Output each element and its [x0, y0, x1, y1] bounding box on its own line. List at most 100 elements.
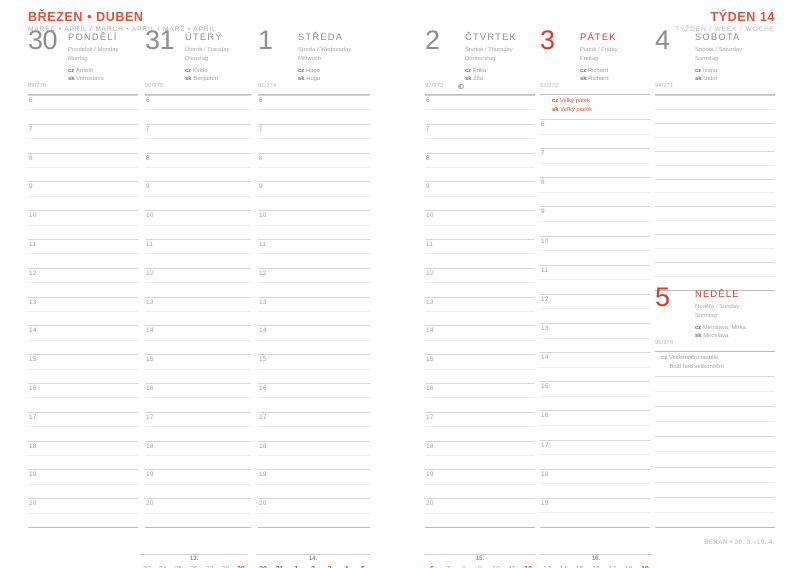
- mini-day[interactable]: 7: [441, 566, 455, 568]
- hour-row[interactable]: 17: [540, 439, 650, 469]
- hour-row[interactable]: 6: [145, 95, 251, 124]
- mini-day[interactable]: 4: [339, 566, 353, 568]
- hour-row[interactable]: [655, 406, 775, 436]
- hour-row[interactable]: [655, 178, 775, 207]
- mini-day[interactable]: 13: [540, 566, 554, 568]
- hour-row[interactable]: 7: [425, 123, 535, 153]
- hour-row[interactable]: 18: [28, 440, 138, 470]
- hour-row[interactable]: 17: [258, 411, 370, 441]
- hour-row[interactable]: 20: [145, 498, 251, 527]
- hour-row[interactable]: 8: [145, 152, 251, 182]
- hour-row[interactable]: 8: [425, 152, 535, 182]
- hour-row[interactable]: 20: [425, 498, 535, 527]
- hour-row[interactable]: 12: [425, 267, 535, 297]
- hour-row[interactable]: 16: [28, 382, 138, 412]
- hour-row[interactable]: 15: [28, 354, 138, 383]
- mini-day[interactable]: 11: [505, 566, 519, 568]
- hour-row[interactable]: 15: [258, 354, 370, 383]
- mini-day[interactable]: 28: [218, 566, 232, 568]
- hour-row[interactable]: 11: [425, 238, 535, 268]
- mini-day[interactable]: 23: [140, 566, 154, 568]
- hour-row[interactable]: 15: [425, 354, 535, 383]
- hour-row[interactable]: 17: [145, 411, 251, 441]
- hour-row[interactable]: [655, 496, 775, 527]
- hour-row[interactable]: 18: [258, 440, 370, 470]
- hour-row[interactable]: 11: [28, 238, 138, 268]
- mini-day[interactable]: 9: [473, 566, 487, 568]
- hour-row[interactable]: 15: [145, 354, 251, 383]
- hour-row[interactable]: 7: [540, 148, 650, 177]
- mini-day[interactable]: 25: [171, 566, 185, 568]
- hour-row[interactable]: 12: [258, 267, 370, 297]
- hour-row[interactable]: [655, 466, 775, 497]
- mini-day[interactable]: 15: [573, 566, 587, 568]
- mini-day[interactable]: 2: [306, 566, 320, 568]
- hour-row[interactable]: 10: [145, 210, 251, 239]
- hour-row[interactable]: 8: [540, 177, 650, 206]
- hour-row[interactable]: 20: [28, 498, 138, 527]
- hour-row[interactable]: 15: [540, 381, 650, 410]
- mini-day[interactable]: 12: [521, 566, 535, 568]
- hour-row[interactable]: 14: [425, 325, 535, 354]
- hour-row[interactable]: 11: [145, 238, 251, 268]
- hour-row[interactable]: 10: [540, 235, 650, 265]
- hour-row[interactable]: 11: [258, 238, 370, 268]
- mini-day[interactable]: 19: [638, 566, 652, 568]
- hour-row[interactable]: [655, 150, 775, 179]
- hour-row[interactable]: 7: [28, 123, 138, 153]
- hour-row[interactable]: 9: [540, 206, 650, 235]
- hour-row[interactable]: 14: [145, 325, 251, 354]
- hour-row[interactable]: 6: [540, 119, 650, 148]
- hour-row[interactable]: 14: [28, 325, 138, 354]
- mini-day[interactable]: 17: [605, 566, 619, 568]
- mini-day[interactable]: 29: [234, 566, 248, 568]
- hour-row[interactable]: [655, 262, 775, 290]
- hour-row[interactable]: 7: [258, 123, 370, 153]
- hour-row[interactable]: 16: [145, 382, 251, 412]
- hour-row[interactable]: 6: [28, 95, 138, 124]
- mini-day[interactable]: 27: [203, 566, 217, 568]
- hour-row[interactable]: 19: [425, 469, 535, 498]
- hour-row[interactable]: 12: [28, 267, 138, 297]
- mini-day[interactable]: 1: [289, 566, 303, 568]
- day-header[interactable]: 31 ÚTERÝ Utorok / Tuesday Dienstag cz Kvido s…: [145, 27, 251, 93]
- hour-row[interactable]: 13: [540, 322, 650, 352]
- hour-row[interactable]: 17: [425, 411, 535, 441]
- mini-day[interactable]: 18: [622, 566, 636, 568]
- hour-row[interactable]: 12: [145, 267, 251, 297]
- hour-row[interactable]: 6: [425, 95, 535, 124]
- hour-row[interactable]: 10: [258, 210, 370, 239]
- mini-day[interactable]: 3: [323, 566, 337, 568]
- hour-row[interactable]: 19: [540, 497, 650, 527]
- hour-row[interactable]: 8: [28, 152, 138, 182]
- hour-row[interactable]: 13: [145, 296, 251, 326]
- mini-day[interactable]: 24: [156, 566, 170, 568]
- hour-row[interactable]: 10: [425, 210, 535, 239]
- hour-row[interactable]: 16: [425, 382, 535, 412]
- hour-row[interactable]: 17: [28, 411, 138, 441]
- hour-row[interactable]: 7: [145, 123, 251, 153]
- hour-row[interactable]: 9: [28, 181, 138, 210]
- hour-row[interactable]: [655, 376, 775, 406]
- hour-row[interactable]: [655, 95, 775, 123]
- mini-day[interactable]: 31: [273, 566, 287, 568]
- mini-day[interactable]: 26: [187, 566, 201, 568]
- hour-row[interactable]: 13: [28, 296, 138, 326]
- mini-day[interactable]: 5: [356, 566, 370, 568]
- mini-day[interactable]: 10: [489, 566, 503, 568]
- mini-day[interactable]: 14: [556, 566, 570, 568]
- hour-row[interactable]: 8: [258, 152, 370, 182]
- day-header[interactable]: 1 STŘEDA Streda / Wednesday Mittwoch cz Hugo…: [258, 27, 370, 93]
- hour-row[interactable]: 19: [28, 469, 138, 498]
- hour-row[interactable]: 9: [145, 181, 251, 210]
- hour-row[interactable]: 13: [425, 296, 535, 326]
- hour-row[interactable]: 19: [145, 469, 251, 498]
- hour-row[interactable]: 18: [425, 440, 535, 470]
- hour-row[interactable]: 9: [258, 181, 370, 210]
- hour-row[interactable]: 20: [258, 498, 370, 527]
- day-header[interactable]: 2 ČTVRTEK Štvrtok / Thursday Donnerstag cz E…: [425, 27, 535, 93]
- hour-row[interactable]: 16: [540, 410, 650, 439]
- day-header[interactable]: 3 PÁTEK Piatok / Friday Freitag cz Richard sk…: [540, 27, 650, 93]
- hour-row[interactable]: 14: [540, 352, 650, 381]
- day-header[interactable]: 4 SOBOTA Sobota / Saturday Samstag cz Ivana s…: [655, 27, 775, 93]
